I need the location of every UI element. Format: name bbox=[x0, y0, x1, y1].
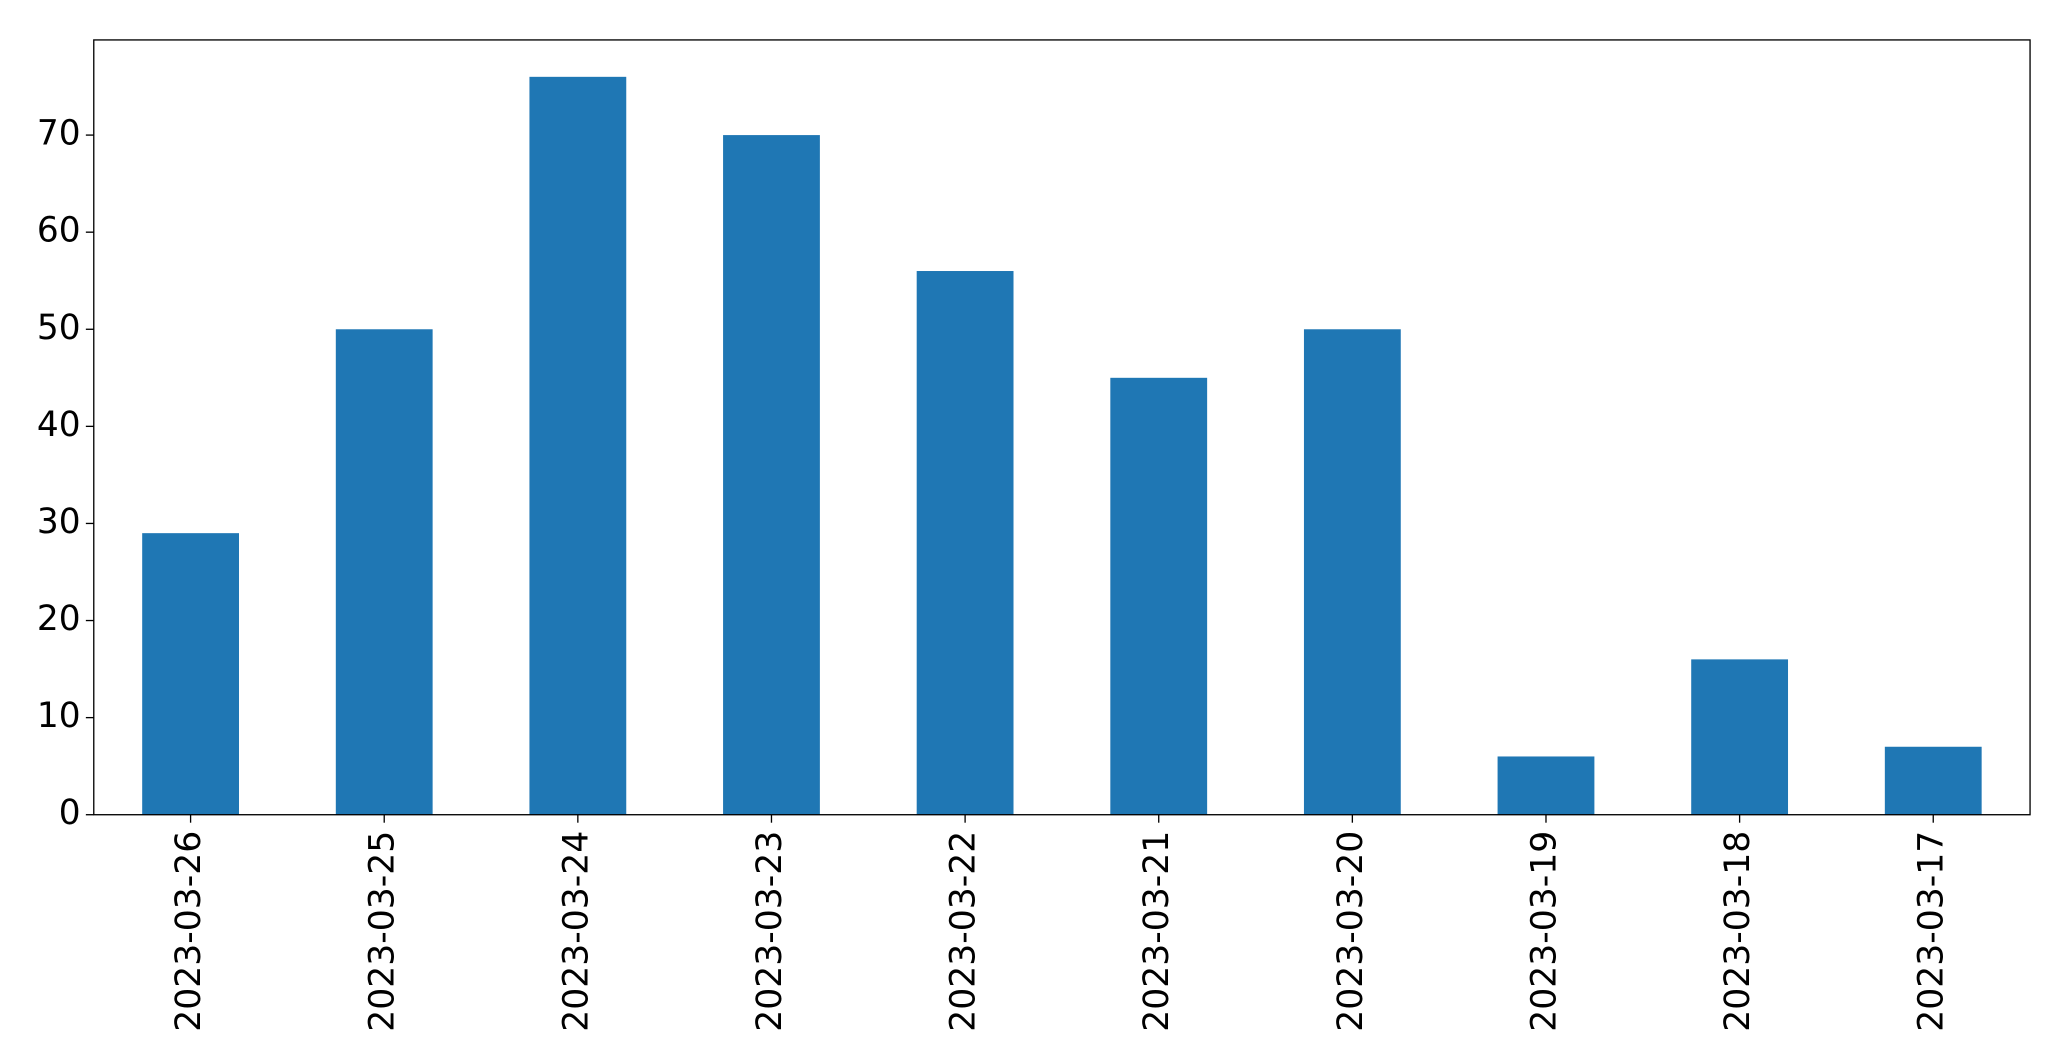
y-tick-label: 30 bbox=[37, 502, 81, 542]
x-tick-label: 2023-03-17 bbox=[1912, 831, 1952, 1032]
x-tick-label: 2023-03-20 bbox=[1331, 831, 1371, 1032]
x-tick-label: 2023-03-18 bbox=[1718, 831, 1758, 1032]
bar bbox=[1303, 329, 1401, 815]
bar bbox=[916, 271, 1014, 815]
y-tick-label: 10 bbox=[37, 696, 81, 736]
y-tick-label: 40 bbox=[37, 405, 81, 445]
x-tick-label: 2023-03-22 bbox=[944, 831, 984, 1032]
y-tick-label: 70 bbox=[37, 114, 81, 154]
bar bbox=[1110, 377, 1208, 815]
y-tick-label: 60 bbox=[37, 211, 81, 251]
x-tick-label: 2023-03-21 bbox=[1137, 831, 1177, 1032]
bar bbox=[335, 329, 433, 815]
y-tick-label: 0 bbox=[59, 793, 81, 833]
y-tick-label: 20 bbox=[37, 599, 81, 639]
plot-frame bbox=[93, 39, 2031, 816]
x-tick-label: 2023-03-23 bbox=[750, 831, 790, 1032]
bar bbox=[1691, 659, 1789, 815]
bar bbox=[1884, 746, 1982, 815]
bar bbox=[142, 533, 239, 815]
bar bbox=[1497, 756, 1595, 815]
x-tick-label: 2023-03-26 bbox=[169, 831, 209, 1032]
y-tick-label: 50 bbox=[37, 308, 81, 348]
bar bbox=[723, 135, 820, 815]
x-tick-label: 2023-03-24 bbox=[556, 831, 596, 1032]
x-tick-label: 2023-03-19 bbox=[1525, 831, 1565, 1032]
bar bbox=[529, 76, 627, 815]
x-tick-label: 2023-03-25 bbox=[363, 831, 403, 1032]
